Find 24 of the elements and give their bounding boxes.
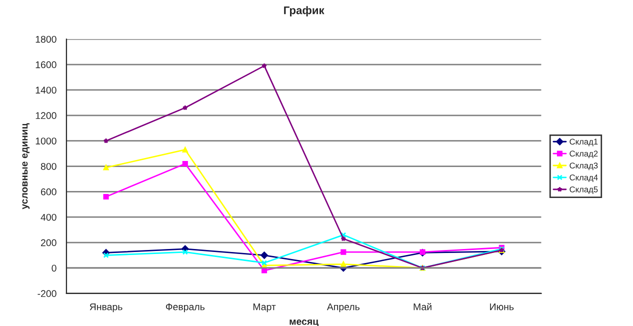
x-tick-label: Февраль: [166, 303, 205, 312]
y-tick-label: 1800: [36, 36, 56, 43]
legend-label: Склад3: [570, 162, 598, 170]
y-tick-label: -200: [38, 290, 56, 298]
y-tick-label: 1200: [36, 112, 56, 120]
legend-label: Склад1: [570, 138, 598, 146]
legend-label: Склад2: [570, 150, 598, 158]
legend-label: Склад4: [570, 174, 598, 182]
x-tick-label: Апрель: [326, 303, 360, 312]
chart-title: График: [284, 6, 324, 16]
y-tick-label: 1000: [36, 138, 56, 144]
legend-label: Склад5: [570, 186, 598, 194]
y-tick-label: 1400: [36, 86, 56, 94]
y-tick-label: 600: [41, 188, 56, 196]
y-tick-label: 200: [41, 239, 56, 246]
x-tick-label: Май: [414, 302, 432, 310]
x-tick-label: Март: [253, 303, 276, 312]
y-axis-title: условные единиц: [22, 123, 30, 210]
x-tick-label: Июнь: [490, 303, 514, 310]
y-tick-label: 800: [40, 162, 56, 170]
y-tick-label: 0: [52, 264, 56, 272]
y-tick-label: 400: [40, 214, 56, 221]
x-tick-label: Январь: [90, 303, 122, 312]
y-tick-label: 1600: [36, 61, 56, 68]
